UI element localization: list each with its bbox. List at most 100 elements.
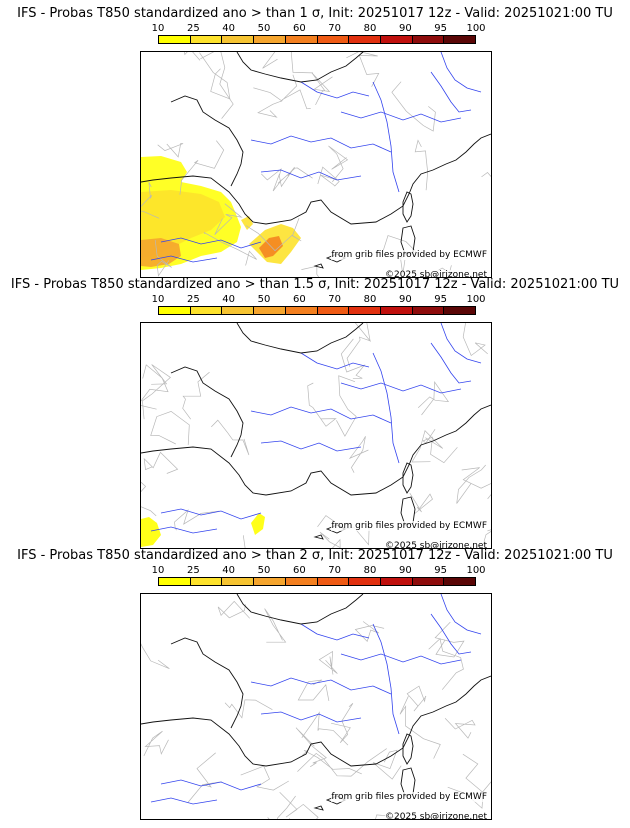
colorbar-tick-label: 70	[328, 23, 342, 34]
coastline	[236, 594, 364, 625]
probability-area	[241, 216, 253, 230]
admin-border	[434, 621, 465, 658]
admin-border	[462, 323, 488, 357]
colorbar-tick-label: 100	[466, 294, 486, 305]
river	[160, 508, 262, 520]
colorbar-segment	[159, 307, 191, 314]
river	[260, 711, 362, 723]
data-source-credit: from grib files provided by ECMWF	[331, 521, 487, 531]
colorbar-segment	[349, 578, 381, 585]
admin-border	[319, 531, 341, 548]
colorbar-segment	[380, 36, 413, 43]
coastline	[170, 366, 244, 458]
island-outline	[402, 191, 414, 223]
colorbar-tick-label: 10	[151, 565, 165, 576]
river	[160, 779, 262, 791]
colorbar-tick-label: 100	[466, 565, 486, 576]
colorbar-tick-label: 95	[434, 294, 448, 305]
probability-area	[141, 517, 161, 547]
colorbar-segment	[222, 36, 255, 43]
admin-border	[179, 140, 225, 195]
admin-border	[150, 411, 190, 445]
probability-map: from grib files provided by ECMWF ©2025 …	[140, 51, 492, 278]
colorbar-tick-label: 50	[257, 23, 271, 34]
colorbar-segment	[285, 578, 318, 585]
colorbar-segment	[317, 307, 350, 314]
river	[250, 135, 392, 153]
admin-border	[217, 600, 250, 619]
admin-border	[481, 172, 491, 178]
admin-border	[307, 382, 337, 427]
probability-map: from grib files provided by ECMWF ©2025 …	[140, 593, 492, 820]
colorbar-segment	[159, 578, 191, 585]
admin-border	[428, 638, 464, 690]
admin-border	[414, 139, 429, 191]
colorbar-segment	[190, 307, 223, 314]
copyright-text: ©2025 sb@irizone.net	[385, 541, 487, 549]
probability-map: from grib files provided by ECMWF ©2025 …	[140, 322, 492, 549]
colorbar-tick-label: 80	[363, 294, 377, 305]
admin-border	[211, 419, 250, 456]
river	[260, 169, 362, 181]
river	[372, 623, 400, 735]
colorbar-tick-label: 95	[434, 23, 448, 34]
admin-border	[346, 52, 380, 87]
admin-border	[142, 364, 171, 420]
copyright-text: ©2025 sb@irizone.net	[385, 812, 487, 820]
river	[150, 797, 218, 805]
panel-title: IFS - Probas T850 standardized ano > tha…	[10, 277, 620, 292]
river	[250, 677, 392, 695]
river	[150, 526, 218, 534]
admin-border	[346, 323, 371, 367]
admin-border	[240, 765, 289, 791]
admin-border	[318, 650, 338, 675]
coastline	[141, 404, 491, 496]
river	[340, 382, 462, 394]
map-canvas	[141, 323, 491, 548]
coastline	[141, 675, 491, 767]
admin-border	[184, 52, 201, 61]
colorbar-tick-label: 70	[328, 565, 342, 576]
admin-border	[409, 492, 433, 514]
admin-border	[375, 814, 420, 819]
colorbar-segment	[444, 578, 476, 585]
admin-border	[331, 703, 354, 744]
colorbar-tick-label: 95	[434, 565, 448, 576]
colorbar-tick-label: 90	[398, 23, 412, 34]
admin-border	[406, 685, 427, 712]
admin-border	[141, 182, 160, 219]
admin-border	[245, 218, 302, 252]
river	[430, 71, 472, 113]
colorbar-segment	[349, 307, 381, 314]
admin-border	[264, 608, 287, 643]
copyright-text: ©2025 sb@irizone.net	[385, 270, 487, 278]
map-canvas	[141, 52, 491, 277]
colorbar-segment	[254, 578, 286, 585]
admin-border	[261, 166, 295, 188]
island-outline	[402, 733, 414, 765]
admin-border	[340, 338, 366, 380]
admin-border	[302, 750, 362, 775]
colorbar-segment	[285, 36, 318, 43]
admin-border	[290, 52, 314, 74]
panel-title: IFS - Probas T850 standardized ano > tha…	[17, 6, 613, 21]
colorbar-tick-label: 40	[222, 23, 236, 34]
admin-border	[280, 74, 311, 110]
coastline	[170, 637, 244, 729]
admin-border	[141, 481, 157, 517]
river	[440, 594, 482, 635]
panel-title: IFS - Probas T850 standardized ano > tha…	[17, 548, 613, 563]
colorbar-segment	[380, 578, 413, 585]
river	[300, 81, 370, 99]
colorbar-tick-labels: 10 25 40 50 60 70 80 90 95 100	[152, 23, 486, 35]
colorbar-segment	[285, 307, 318, 314]
map-canvas	[141, 594, 491, 819]
colorbar-tick-label: 100	[466, 23, 486, 34]
river	[160, 237, 262, 249]
admin-border	[456, 464, 486, 504]
colorbar-segment	[254, 307, 286, 314]
river	[150, 255, 218, 263]
colorbar-tick-label: 10	[151, 294, 165, 305]
colorbar-tick-label: 40	[222, 565, 236, 576]
map-panel-1: IFS - Probas T850 standardized ano > tha…	[0, 6, 630, 278]
